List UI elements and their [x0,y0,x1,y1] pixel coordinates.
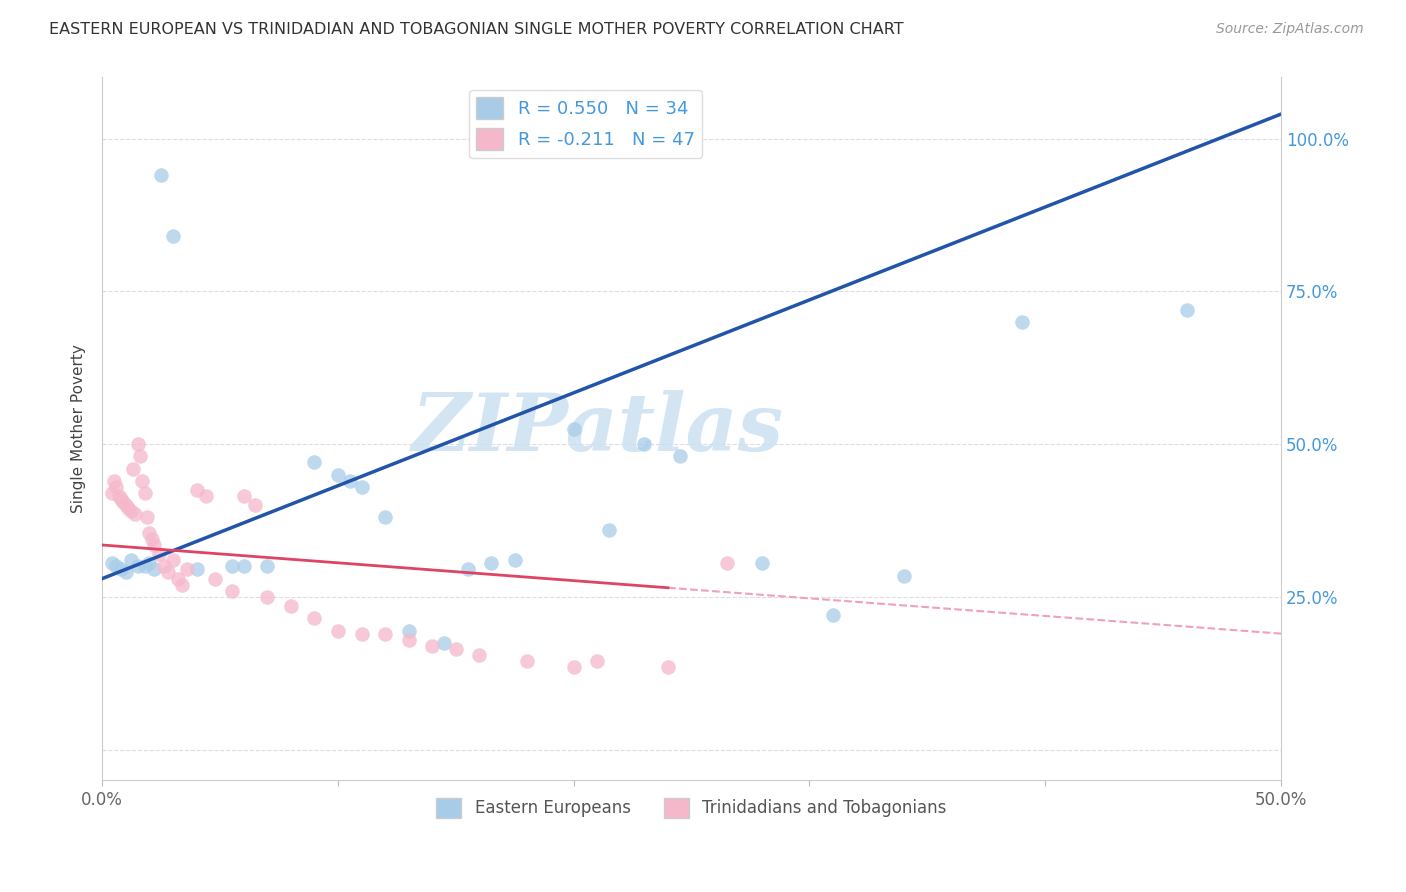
Point [716,557,738,571]
Point [374,510,396,524]
Point [143,538,166,552]
Point [120,553,142,567]
Point [598,523,620,537]
Point [105,480,128,494]
Point [138,525,160,540]
Point [148,547,170,561]
Point [162,229,184,244]
Point [326,624,349,638]
Point [221,583,243,598]
Point [131,474,153,488]
Point [107,489,129,503]
Point [586,654,609,668]
Point [398,632,420,647]
Point [134,486,156,500]
Point [256,590,278,604]
Point [821,608,844,623]
Point [110,492,132,507]
Point [114,566,136,580]
Point [120,504,142,518]
Point [457,562,479,576]
Text: ZIPatlas: ZIPatlas [411,390,783,467]
Point [157,566,180,580]
Point [186,483,208,497]
Point [105,559,128,574]
Point [516,654,538,668]
Y-axis label: Single Mother Poverty: Single Mother Poverty [72,344,86,513]
Point [110,562,132,576]
Point [152,559,174,574]
Point [633,437,655,451]
Point [100,557,122,571]
Point [350,480,373,494]
Point [256,559,278,574]
Point [280,599,302,613]
Point [141,532,163,546]
Point [194,489,217,503]
Point [138,557,160,571]
Point [503,553,526,567]
Point [103,474,125,488]
Point [112,495,135,509]
Point [304,455,326,469]
Point [232,559,254,574]
Point [668,450,690,464]
Point [433,636,456,650]
Point [893,568,915,582]
Point [127,559,149,574]
Point [398,624,420,638]
Point [166,572,188,586]
Point [304,611,326,625]
Point [468,648,491,662]
Point [479,557,502,571]
Text: EASTERN EUROPEAN VS TRINIDADIAN AND TOBAGONIAN SINGLE MOTHER POVERTY CORRELATION: EASTERN EUROPEAN VS TRINIDADIAN AND TOBA… [49,22,904,37]
Point [186,562,208,576]
Point [117,501,139,516]
Point [134,559,156,574]
Point [444,641,467,656]
Point [136,510,159,524]
Text: Source: ZipAtlas.com: Source: ZipAtlas.com [1216,22,1364,37]
Point [204,572,226,586]
Legend: Eastern Europeans, Trinidadians and Tobagonians: Eastern Europeans, Trinidadians and Toba… [430,791,953,825]
Point [326,467,349,482]
Point [374,626,396,640]
Point [114,498,136,512]
Point [232,489,254,503]
Point [1175,302,1198,317]
Point [657,660,679,674]
Point [127,437,149,451]
Point [339,474,361,488]
Point [420,639,443,653]
Point [143,562,166,576]
Point [172,578,194,592]
Point [751,557,773,571]
Point [176,562,198,576]
Point [245,498,267,512]
Point [150,168,173,182]
Point [129,450,152,464]
Point [1011,315,1033,329]
Point [221,559,243,574]
Point [562,422,585,436]
Point [562,660,585,674]
Point [124,508,146,522]
Point [162,553,184,567]
Point [350,626,373,640]
Point [121,461,143,475]
Point [100,486,122,500]
